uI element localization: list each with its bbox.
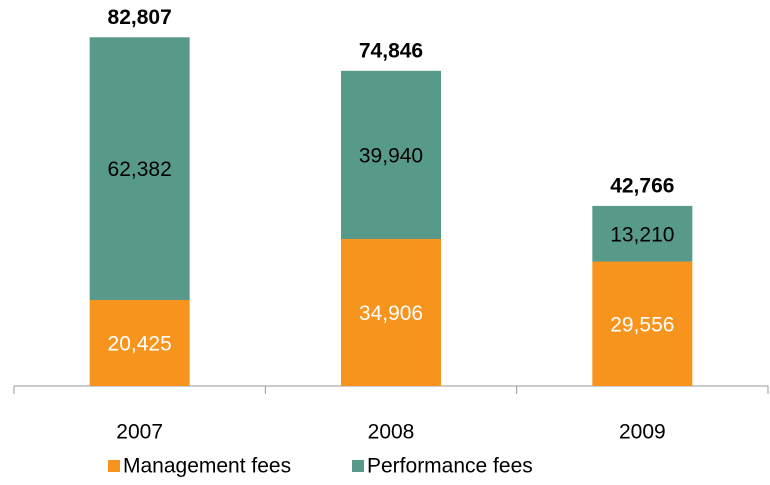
data-label: 62,382 bbox=[108, 158, 172, 181]
x-tick-label: 2007 bbox=[116, 421, 163, 444]
bar-segment bbox=[89, 299, 190, 386]
bar-segment bbox=[341, 70, 441, 240]
bar-segment bbox=[341, 239, 441, 386]
bar-segment bbox=[592, 205, 693, 262]
bar-segment bbox=[89, 37, 190, 300]
data-label: 39,940 bbox=[359, 144, 423, 167]
legend-label: Management fees bbox=[123, 455, 291, 478]
bar-segment bbox=[592, 261, 693, 386]
x-tick-label: 2008 bbox=[368, 421, 415, 444]
data-label: 29,556 bbox=[610, 313, 674, 336]
total-label: 42,766 bbox=[610, 174, 674, 197]
total-label: 82,807 bbox=[108, 6, 172, 29]
total-label: 74,846 bbox=[359, 39, 423, 62]
data-label: 20,425 bbox=[108, 333, 172, 356]
legend-label: Performance fees bbox=[367, 455, 533, 478]
data-label: 13,210 bbox=[610, 223, 674, 246]
data-label: 34,906 bbox=[359, 302, 423, 325]
legend-swatch bbox=[352, 460, 364, 472]
x-tick-label: 2009 bbox=[619, 421, 666, 444]
legend-swatch bbox=[108, 460, 120, 472]
